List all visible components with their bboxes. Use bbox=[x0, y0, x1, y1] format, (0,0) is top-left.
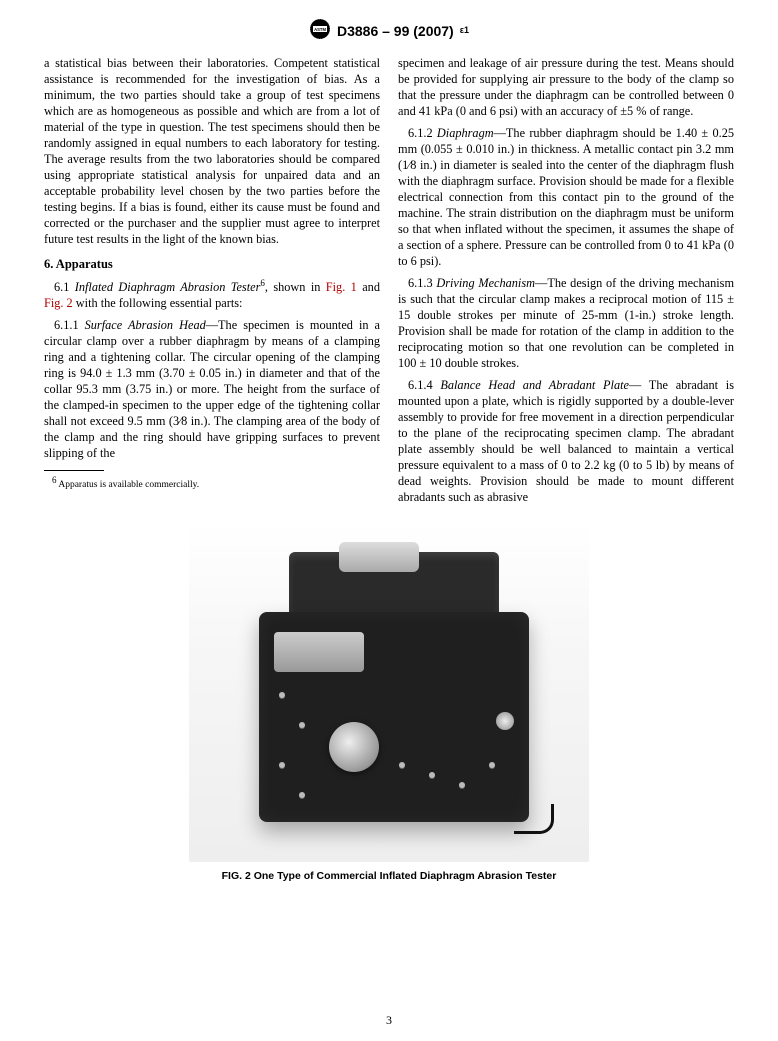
txt-6-1-post: with the following essential parts: bbox=[73, 296, 243, 310]
figure-2-caption: FIG. 2 One Type of Commercial Inflated D… bbox=[44, 870, 734, 884]
dial-icon bbox=[329, 722, 379, 772]
specimen-plate-icon bbox=[274, 632, 364, 672]
bolt-icon bbox=[459, 782, 465, 788]
page-header: ASTM D3886 – 99 (2007) ε1 bbox=[44, 18, 734, 44]
body-6-1-1: —The specimen is mounted in a circular c… bbox=[44, 318, 380, 460]
footnote-num: 6 bbox=[52, 475, 57, 485]
num-6-1: 6.1 bbox=[54, 280, 75, 294]
para-6-1-4: 6.1.4 Balance Head and Abradant Plate— T… bbox=[398, 378, 734, 506]
left-column: a statistical bias between their laborat… bbox=[44, 56, 380, 512]
epsilon-super: ε1 bbox=[460, 25, 469, 37]
bolt-icon bbox=[299, 722, 305, 728]
footnote-rule bbox=[44, 470, 104, 471]
para-6-1-3: 6.1.3 Driving Mechanism—The design of th… bbox=[398, 276, 734, 372]
para-6-1-2: 6.1.2 Diaphragm—The rubber diaphragm sho… bbox=[398, 126, 734, 270]
bolt-icon bbox=[279, 692, 285, 698]
body-6-1-3: —The design of the driving mechanism is … bbox=[398, 276, 734, 370]
bolt-icon bbox=[429, 772, 435, 778]
astm-logo-icon: ASTM bbox=[309, 18, 331, 44]
num-6-1-4: 6.1.4 bbox=[408, 378, 440, 392]
right-top-continuation: specimen and leakage of air pressure dur… bbox=[398, 56, 734, 120]
body-6-1-2: —The rubber diaphragm should be 1.40 ± 0… bbox=[398, 126, 734, 268]
num-6-1-3: 6.1.3 bbox=[408, 276, 436, 290]
fig2-ref: Fig. 2 bbox=[44, 296, 73, 310]
footnote-6: 6 Apparatus is available commercially. bbox=[44, 475, 380, 492]
power-cord-icon bbox=[514, 804, 554, 834]
figure-2-image bbox=[189, 522, 589, 862]
num-6-1-1: 6.1.1 bbox=[54, 318, 85, 332]
right-column: specimen and leakage of air pressure dur… bbox=[398, 56, 734, 512]
txt-6-1-mid: , shown in bbox=[265, 280, 326, 294]
figure-2: FIG. 2 One Type of Commercial Inflated D… bbox=[44, 522, 734, 884]
two-column-body: a statistical bias between their laborat… bbox=[44, 56, 734, 512]
bias-paragraph: a statistical bias between their laborat… bbox=[44, 56, 380, 248]
num-6-1-2: 6.1.2 bbox=[408, 126, 437, 140]
para-6-1-1: 6.1.1 Surface Abrasion Head—The specimen… bbox=[44, 318, 380, 462]
it-6-1-4: Balance Head and Abradant Plate bbox=[440, 378, 629, 392]
it-6-1: Inflated Diaphragm Abrasion Tester bbox=[75, 280, 261, 294]
standard-number: D3886 – 99 (2007) bbox=[337, 22, 454, 40]
body-6-1-4: — The abradant is mounted upon a plate, … bbox=[398, 378, 734, 504]
section-6-title: 6. Apparatus bbox=[44, 256, 380, 272]
svg-text:ASTM: ASTM bbox=[314, 27, 326, 32]
txt-and: and bbox=[357, 280, 380, 294]
bolt-icon bbox=[299, 792, 305, 798]
bolt-icon bbox=[489, 762, 495, 768]
bolt-icon bbox=[279, 762, 285, 768]
it-6-1-3: Driving Mechanism bbox=[436, 276, 535, 290]
it-6-1-1: Surface Abrasion Head bbox=[85, 318, 206, 332]
it-6-1-2: Diaphragm bbox=[437, 126, 494, 140]
roller-icon bbox=[339, 542, 419, 572]
knob-icon bbox=[496, 712, 514, 730]
para-6-1: 6.1 Inflated Diaphragm Abrasion Tester6,… bbox=[44, 278, 380, 312]
bolt-icon bbox=[399, 762, 405, 768]
footnote-text: Apparatus is available commercially. bbox=[58, 480, 199, 490]
fig1-ref: Fig. 1 bbox=[326, 280, 357, 294]
page-number: 3 bbox=[0, 1013, 778, 1029]
